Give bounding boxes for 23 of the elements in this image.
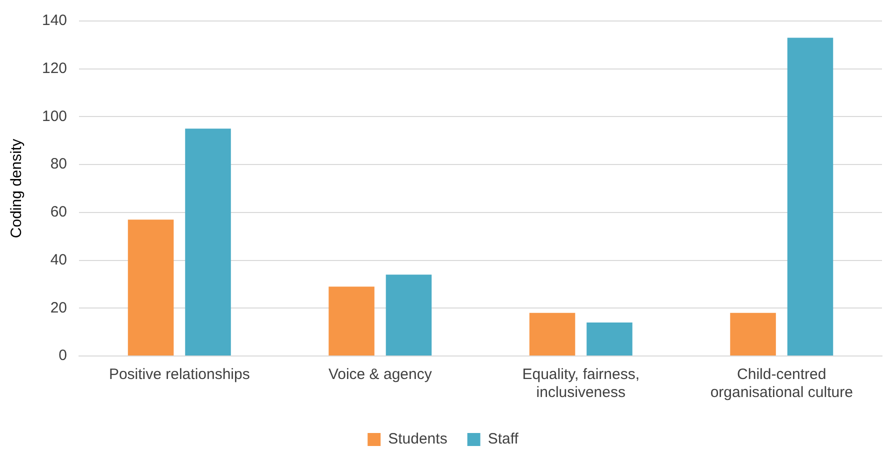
y-tick-label: 100: [42, 108, 68, 125]
y-tick-label: 60: [50, 204, 68, 221]
legend-label: Staff: [488, 430, 520, 448]
x-tick-label: Voice & agency: [328, 366, 432, 384]
y-tick-label: 40: [50, 251, 68, 268]
bar: [328, 286, 374, 356]
bar: [185, 128, 231, 356]
bar: [730, 312, 776, 356]
x-tick-label: Positive relationships: [108, 366, 250, 384]
y-tick-label: 80: [50, 156, 68, 173]
bar: [586, 322, 632, 356]
y-tick-label: 0: [58, 347, 68, 364]
y-axis-title: Coding density: [8, 138, 26, 238]
y-tick-label: 20: [50, 299, 68, 316]
y-tick-label: 140: [42, 12, 68, 30]
x-tick-label: Equality, fairness, inclusiveness: [522, 366, 640, 402]
bar: [386, 274, 432, 356]
x-tick-label: Child-centred organisational culture: [710, 366, 853, 402]
bar: [128, 220, 174, 356]
bar: [787, 38, 834, 356]
y-tick-label: 120: [42, 60, 68, 77]
legend-label: Students: [388, 430, 448, 448]
bar: [529, 312, 576, 356]
